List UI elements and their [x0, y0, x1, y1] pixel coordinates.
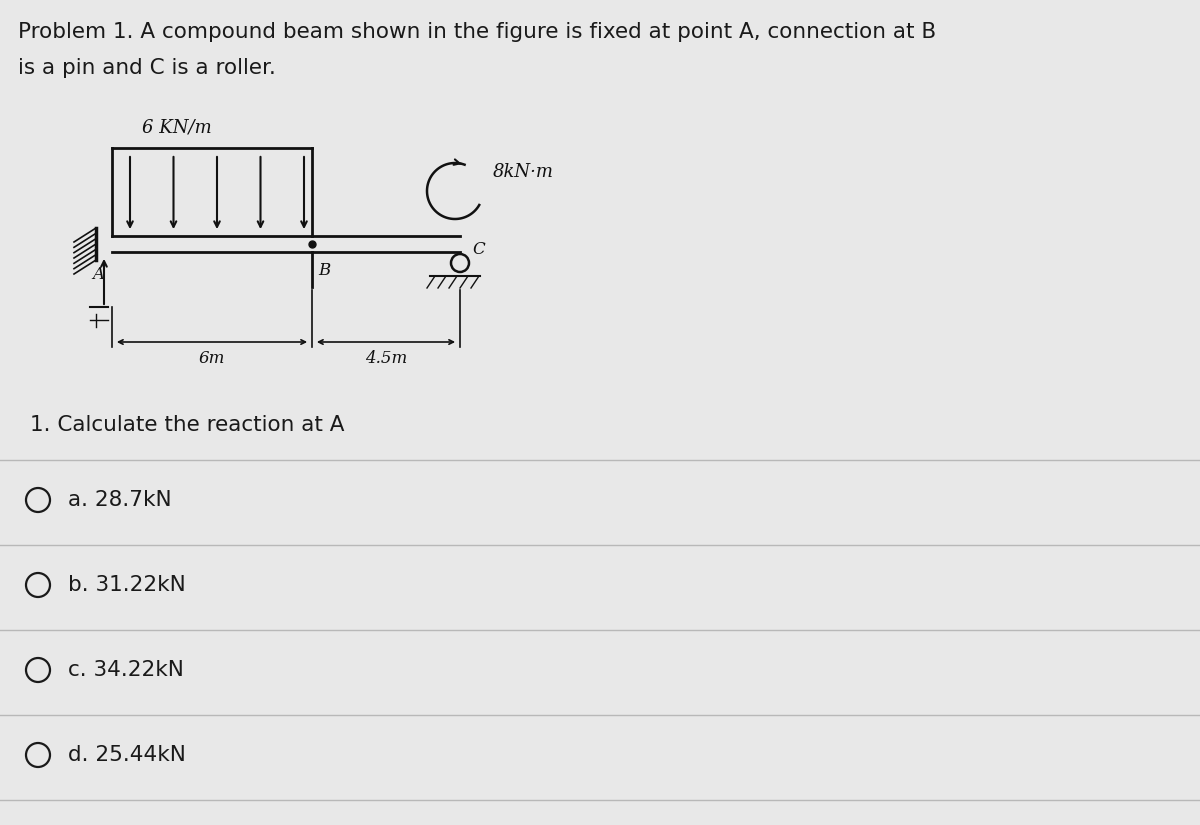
Text: A: A	[92, 266, 104, 283]
Text: a. 28.7kN: a. 28.7kN	[68, 490, 172, 510]
Text: 4.5m: 4.5m	[365, 350, 407, 367]
Text: is a pin and C is a roller.: is a pin and C is a roller.	[18, 58, 276, 78]
Text: Problem 1. A compound beam shown in the figure is fixed at point A, connection a: Problem 1. A compound beam shown in the …	[18, 22, 936, 42]
Text: b. 31.22kN: b. 31.22kN	[68, 575, 186, 595]
Text: d. 25.44kN: d. 25.44kN	[68, 745, 186, 765]
Text: C: C	[472, 241, 485, 258]
Text: c. 34.22kN: c. 34.22kN	[68, 660, 184, 680]
Text: 6 KN/m: 6 KN/m	[142, 118, 211, 136]
Text: 8kN·m: 8kN·m	[493, 163, 554, 181]
Text: 6m: 6m	[199, 350, 226, 367]
Text: B: B	[318, 262, 330, 279]
Text: 1. Calculate the reaction at A: 1. Calculate the reaction at A	[30, 415, 344, 435]
